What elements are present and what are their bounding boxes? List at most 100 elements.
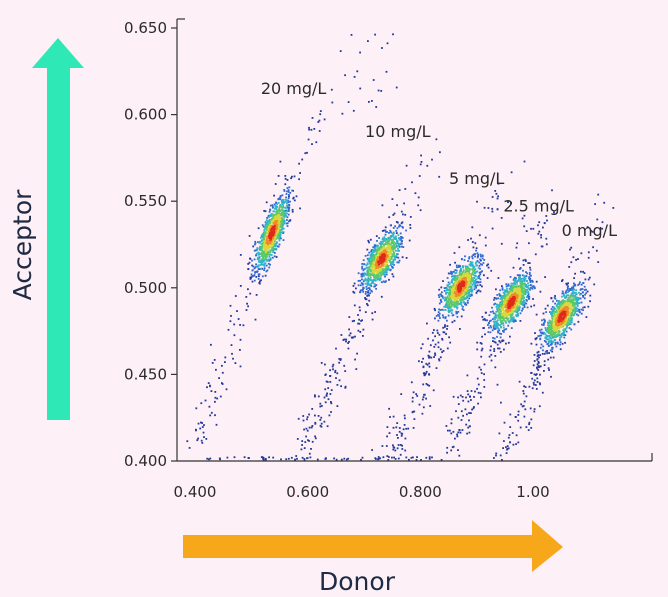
data-point — [493, 327, 496, 330]
data-point — [456, 277, 459, 280]
data-point — [512, 291, 515, 294]
data-point — [475, 264, 478, 267]
data-point — [368, 287, 371, 289]
data-point — [476, 200, 478, 203]
data-point — [428, 350, 431, 353]
data-point — [438, 358, 440, 361]
data-point — [514, 307, 516, 310]
data-point — [507, 447, 510, 450]
data-point — [455, 291, 457, 294]
data-point — [464, 273, 467, 275]
data-point — [447, 429, 449, 432]
data-point — [565, 302, 568, 304]
data-point — [343, 364, 346, 367]
data-point — [261, 252, 264, 255]
data-point — [392, 275, 395, 278]
data-point — [455, 288, 457, 291]
data-point — [287, 199, 289, 202]
data-point — [511, 314, 514, 316]
data-point — [557, 311, 560, 313]
data-point — [270, 225, 273, 228]
data-point — [324, 388, 327, 391]
data-point — [543, 331, 546, 334]
data-point — [444, 326, 446, 328]
data-point — [476, 252, 479, 255]
data-point — [478, 281, 480, 284]
data-point — [361, 283, 364, 286]
data-point — [460, 281, 462, 283]
data-point — [397, 256, 400, 259]
data-point — [392, 236, 395, 239]
data-point — [425, 456, 428, 459]
data-point — [555, 330, 558, 333]
data-point — [509, 316, 512, 318]
data-point — [538, 221, 541, 224]
data-point — [368, 257, 370, 260]
data-point — [547, 335, 549, 338]
data-point — [255, 294, 258, 296]
data-point — [516, 292, 519, 295]
data-point — [342, 339, 345, 341]
data-point — [427, 337, 429, 340]
data-point — [288, 186, 291, 189]
data-point — [569, 306, 572, 309]
data-point — [268, 219, 271, 221]
data-point — [385, 240, 388, 243]
data-point — [386, 455, 389, 457]
data-point — [267, 216, 270, 219]
data-point — [505, 309, 508, 311]
data-point — [313, 128, 316, 130]
data-point — [580, 293, 582, 295]
data-point — [481, 257, 484, 260]
data-point — [556, 335, 559, 338]
data-point — [393, 212, 396, 215]
data-point — [555, 328, 558, 331]
data-point — [520, 290, 523, 292]
data-point — [494, 327, 497, 330]
data-point — [557, 319, 560, 322]
data-point — [414, 192, 417, 195]
data-point — [425, 383, 428, 385]
data-point — [487, 207, 490, 209]
data-point — [506, 445, 509, 447]
data-point — [450, 306, 453, 308]
data-point — [451, 296, 454, 298]
data-point — [301, 456, 304, 459]
data-point — [335, 377, 337, 379]
data-point — [517, 441, 520, 444]
data-point — [528, 298, 530, 300]
data-point — [586, 290, 589, 293]
data-point — [277, 245, 280, 248]
data-point — [259, 246, 261, 249]
data-point — [475, 278, 477, 281]
data-point — [331, 101, 334, 104]
data-point — [363, 279, 365, 282]
data-point — [536, 377, 539, 380]
data-point — [285, 196, 287, 199]
data-point — [422, 372, 425, 375]
data-point — [437, 341, 440, 344]
data-point — [265, 253, 268, 256]
data-point — [356, 352, 358, 355]
data-point — [555, 329, 557, 332]
data-point — [284, 198, 287, 201]
data-point — [523, 291, 525, 294]
data-point — [470, 264, 472, 267]
data-point — [546, 352, 549, 355]
data-point — [525, 283, 527, 286]
data-point — [273, 240, 276, 242]
data-point — [425, 362, 428, 365]
data-point — [543, 323, 545, 326]
data-point — [377, 269, 380, 271]
data-point — [506, 299, 508, 302]
data-point — [426, 164, 429, 167]
data-point — [269, 249, 272, 252]
data-point — [261, 247, 263, 250]
data-point — [456, 266, 458, 269]
data-point — [392, 252, 395, 255]
data-point — [374, 250, 377, 252]
data-point — [551, 327, 554, 330]
data-point — [445, 306, 447, 308]
data-point — [396, 447, 399, 450]
data-point — [310, 426, 313, 429]
